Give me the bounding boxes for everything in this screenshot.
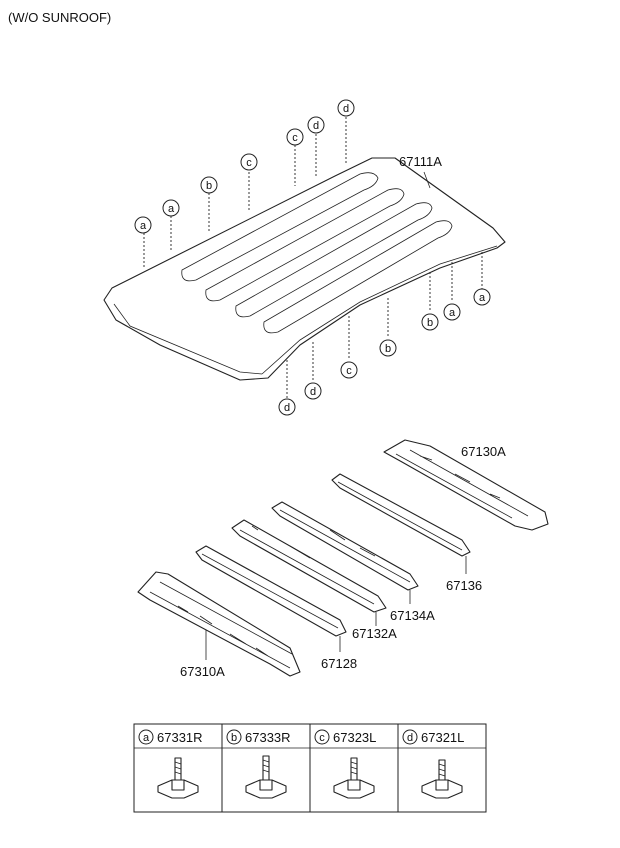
stud-clip-icon <box>245 755 287 799</box>
callout-c-letter: c <box>246 157 252 169</box>
part-label-roof-panel: 67111A <box>399 154 442 169</box>
part-label-bow-67134a: 67134A <box>390 608 435 623</box>
legend-letter-b: b <box>231 732 237 744</box>
rear-roof-rail: 67130A <box>383 439 549 531</box>
diagram-title: (W/O SUNROOF) <box>8 10 111 25</box>
callout-a <box>473 288 491 306</box>
callout-a-letter: a <box>449 307 456 319</box>
roof-callouts: a a b c c d d a a b b c d d <box>134 99 491 416</box>
fastener-legend: a 67331R b 67333R c 67323L d 67321L <box>133 723 487 813</box>
callout-a <box>134 216 152 234</box>
callout-b-letter: b <box>427 317 433 329</box>
callout-d-letter: d <box>310 386 316 398</box>
callout-c <box>286 128 304 146</box>
part-label-front-rail: 67310A <box>180 664 225 679</box>
legend-letter-c: c <box>319 732 325 744</box>
stud-clip-icon <box>333 757 375 799</box>
callout-b-letter: b <box>385 343 391 355</box>
callout-d-letter: d <box>313 120 319 132</box>
callout-d-letter: d <box>284 402 290 414</box>
roof-bow-67128: 67128 <box>195 545 357 671</box>
callout-b <box>421 313 439 331</box>
callout-d <box>278 398 296 416</box>
callout-c <box>340 361 358 379</box>
callout-a-letter: a <box>168 203 175 215</box>
legend-letter-a: a <box>143 732 150 744</box>
callout-a-letter: a <box>140 220 147 232</box>
callout-d-letter: d <box>343 103 349 115</box>
roof-bow-67134a: 67134A <box>271 501 435 623</box>
callout-c <box>240 153 258 171</box>
legend-letter-d: d <box>407 732 413 744</box>
callout-d <box>307 116 325 134</box>
stud-clip-icon <box>157 757 199 799</box>
front-roof-rail: 67310A <box>137 571 301 679</box>
part-label-bow-67128: 67128 <box>321 656 357 671</box>
callout-c-letter: c <box>346 365 352 377</box>
part-label-bow-67136: 67136 <box>446 578 482 593</box>
callout-c-letter: c <box>292 132 298 144</box>
callout-a <box>162 199 180 217</box>
part-label-rear-rail: 67130A <box>461 444 506 459</box>
callout-b-letter: b <box>206 180 212 192</box>
callout-a-letter: a <box>479 292 486 304</box>
callout-b <box>379 339 397 357</box>
callout-d <box>304 382 322 400</box>
stud-clip-icon <box>421 759 463 799</box>
part-label-bow-67132a: 67132A <box>352 626 397 641</box>
roof-bow-67136: 67136 <box>331 473 482 593</box>
roof-bow-67132a: 67132A <box>231 519 397 641</box>
roof-panel: 67111A <box>103 154 506 381</box>
legend-part-c: 67323L <box>333 730 376 745</box>
callout-a <box>443 303 461 321</box>
legend-part-d: 67321L <box>421 730 464 745</box>
callout-b <box>200 176 218 194</box>
callout-d <box>337 99 355 117</box>
legend-part-a: 67331R <box>157 730 203 745</box>
legend-part-b: 67333R <box>245 730 291 745</box>
